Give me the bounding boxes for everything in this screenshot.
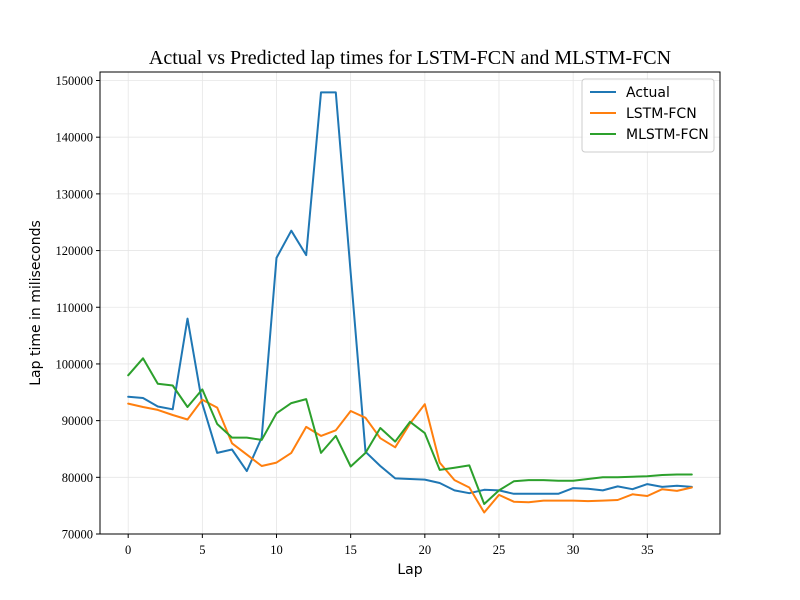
y-tick-label: 150000 <box>56 74 94 88</box>
y-tick-label: 100000 <box>56 357 94 371</box>
y-tick-label: 80000 <box>62 471 93 485</box>
y-tick-label: 70000 <box>62 528 93 542</box>
series-layer <box>127 91 693 514</box>
y-axis-label: Lap time in miliseconds <box>28 220 44 386</box>
y-tick-label: 120000 <box>56 244 94 258</box>
legend-label: Actual <box>626 85 670 101</box>
plot-frame <box>99 71 721 535</box>
y-tick-label: 130000 <box>56 187 94 201</box>
x-tick-label: 10 <box>270 543 283 557</box>
legend: Actual LSTM-FCN MLSTM-FCN <box>581 78 715 153</box>
y-tick-label: 140000 <box>56 131 94 145</box>
x-axis-label: Lap <box>397 562 422 578</box>
series-line-actual <box>127 91 693 495</box>
x-tick-label: 30 <box>567 543 580 557</box>
legend-label: MLSTM-FCN <box>626 127 709 143</box>
x-tick-label: 5 <box>199 543 205 557</box>
x-tick-label: 0 <box>125 543 131 557</box>
x-tick-label: 20 <box>419 543 432 557</box>
x-axis: 0 5 10 15 20 25 30 35 <box>125 534 654 557</box>
chart-title: Actual vs Predicted lap times for LSTM-F… <box>149 47 671 69</box>
y-tick-label: 90000 <box>62 414 93 428</box>
x-tick-label: 35 <box>641 543 654 557</box>
series-line-lstm-fcn <box>127 398 693 514</box>
legend-label: LSTM-FCN <box>626 106 697 122</box>
x-tick-label: 25 <box>493 543 506 557</box>
y-tick-label: 110000 <box>56 301 93 315</box>
y-axis: 70000 80000 90000 100000 110000 120000 130000 1… <box>56 74 100 542</box>
x-tick-label: 15 <box>344 543 357 557</box>
series-line-mlstm-fcn <box>127 357 693 505</box>
